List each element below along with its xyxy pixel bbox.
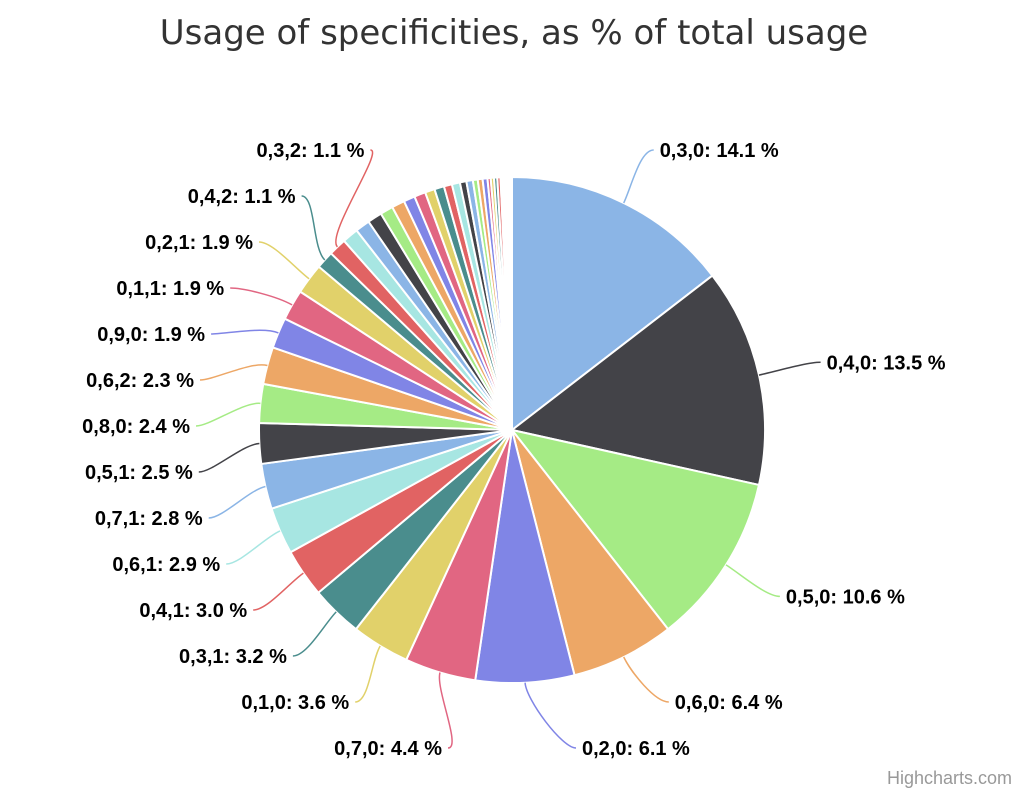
connector-0-2-1 [258,241,310,280]
data-label-0-5-0: 0,5,0: 10.6 % [786,586,905,608]
pie-slice[interactable] [509,176,513,431]
connector-0-4-1 [253,572,304,611]
data-label-0-5-1: 0,5,1: 2.5 % [85,462,193,484]
connector-0-1-1 [230,287,293,306]
data-label-0-7-0: 0,7,0: 4.4 % [334,738,442,760]
connector-0-3-1 [292,611,337,657]
data-label-0-8-0: 0,8,0: 2.4 % [82,416,190,438]
chart-title: Usage of specificities, as % of total us… [160,13,868,53]
connector-0-9-0 [211,329,279,335]
connector-0-7-1 [208,485,266,519]
data-label-0-4-0: 0,4,0: 13.5 % [827,352,946,374]
connector-0-5-0 [725,564,780,598]
data-label-0-4-2: 0,4,2: 1.1 % [188,186,296,208]
data-label-0-4-1: 0,4,1: 3.0 % [139,600,247,622]
pie-slice-0-4-0[interactable] [511,274,766,486]
connector-0-6-2 [199,364,268,381]
data-label-0-3-0: 0,3,0: 14.1 % [660,140,779,162]
data-label-0-7-1: 0,7,1: 2.8 % [95,508,203,530]
connector-0-4-2 [301,195,326,261]
connector-0-1-0 [354,645,381,703]
data-label-0-2-0: 0,2,0: 6.1 % [582,738,690,760]
pie-slices [258,176,766,684]
data-label-0-3-2: 0,3,2: 1.1 % [257,140,365,162]
data-labels: 0,3,0: 14.1 % 0,4,0: 13.5 % 0,5,0: 10.6 % 0… [82,140,946,760]
connector-0-2-0 [524,682,577,749]
connector-0-3-0 [623,149,654,204]
connector-0-5-1 [198,442,260,473]
data-label-0-6-2: 0,6,2: 2.3 % [86,370,194,392]
connector-0-8-0 [195,402,261,427]
label-connectors [195,149,821,749]
data-label-0-9-0: 0,9,0: 1.9 % [97,324,205,346]
data-label-0-3-1: 0,3,1: 3.2 % [179,646,287,668]
credits-link[interactable]: Highcharts.com [887,768,1012,788]
connector-0-4-0 [758,361,821,376]
connector-0-6-0 [623,656,669,703]
data-label-0-6-1: 0,6,1: 2.9 % [112,554,220,576]
data-label-0-2-1: 0,2,1: 1.9 % [145,232,253,254]
data-label-0-1-0: 0,1,0: 3.6 % [241,692,349,714]
connector-0-6-1 [226,530,281,565]
data-label-0-1-1: 0,1,1: 1.9 % [116,278,224,300]
data-label-0-6-0: 0,6,0: 6.4 % [675,692,783,714]
connector-0-7-0 [438,672,453,749]
connector-0-3-2 [335,149,374,248]
